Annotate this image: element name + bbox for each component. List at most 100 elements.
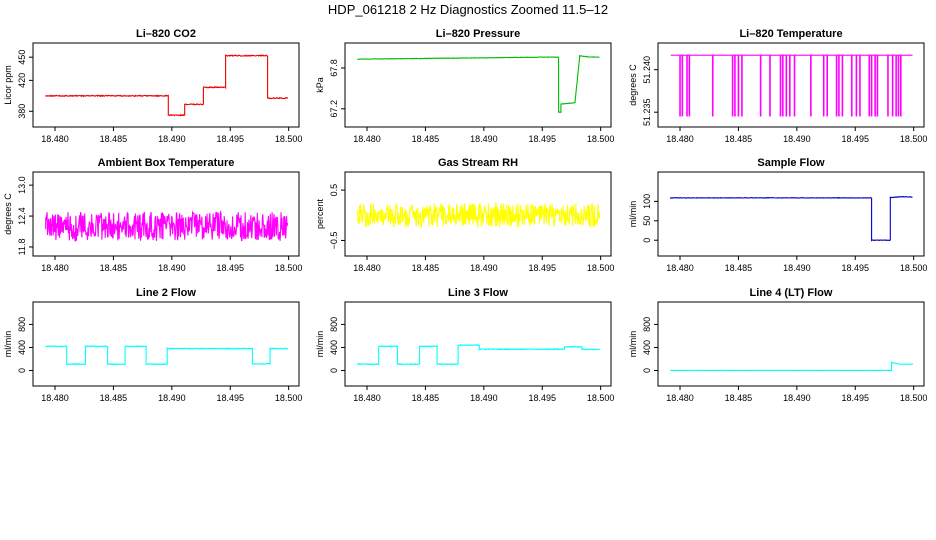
x-tick-label: 18.490	[783, 134, 811, 144]
y-axis-label: ml/min	[3, 331, 13, 358]
x-tick-label: 18.480	[41, 134, 69, 144]
x-tick-label: 18.500	[900, 134, 928, 144]
y-tick-label: 400	[329, 340, 339, 355]
x-tick-label: 18.495	[841, 263, 869, 273]
y-tick-label: 380	[17, 104, 27, 119]
x-tick-label: 18.480	[666, 393, 694, 403]
plot-frame	[657, 171, 925, 257]
y-axis-label: kPa	[315, 77, 325, 93]
y-tick-label: 800	[17, 317, 27, 332]
y-axis-label: ml/min	[628, 201, 638, 228]
y-tick-label: 13.0	[17, 176, 27, 194]
panel-title: Line 2 Flow	[136, 287, 196, 299]
x-tick-label: 18.490	[783, 393, 811, 403]
x-tick-label: 18.495	[216, 263, 244, 273]
plot-frame	[32, 171, 300, 257]
y-tick-label: 800	[642, 317, 652, 332]
x-tick-label: 18.485	[725, 263, 753, 273]
panels-grid: Li–820 CO2 Licor ppm 18.480 18.485 18.490 18.…	[3, 28, 927, 403]
x-tick-label: 18.500	[900, 393, 928, 403]
plot-frame	[344, 42, 612, 128]
plot-frame	[657, 42, 925, 128]
y-tick-label: 11.8	[17, 239, 27, 256]
panel-4: Ambient Box Temperature degrees C 18.480 18…	[3, 157, 302, 273]
x-tick-label: 18.480	[41, 393, 69, 403]
x-tick-label: 18.485	[412, 393, 440, 403]
y-tick-label: 51.235	[642, 98, 652, 126]
x-tick-label: 18.480	[666, 263, 694, 273]
y-axis-label: ml/min	[315, 331, 325, 358]
series-line	[45, 344, 289, 366]
panel-title: Li–820 Pressure	[436, 28, 520, 40]
x-tick-label: 18.490	[158, 393, 186, 403]
panel-2: Li–820 Pressure kPa 18.480 18.485 18.490 18.4…	[315, 28, 614, 144]
x-tick-label: 18.495	[528, 134, 556, 144]
panel-title: Li–820 Temperature	[739, 28, 842, 40]
plot-frame	[32, 301, 300, 387]
x-tick-label: 18.485	[725, 393, 753, 403]
x-tick-label: 18.485	[100, 134, 128, 144]
x-tick-label: 18.495	[216, 393, 244, 403]
x-tick-label: 18.485	[412, 263, 440, 273]
series-line	[45, 210, 289, 242]
y-tick-label: −0.5	[329, 232, 339, 250]
x-tick-label: 18.485	[100, 263, 128, 273]
figure-title: HDP_061218 2 Hz Diagnostics Zoomed 11.5–…	[328, 2, 608, 17]
y-axis-label: degrees C	[628, 64, 638, 106]
x-tick-label: 18.480	[666, 134, 694, 144]
x-tick-label: 18.500	[587, 134, 615, 144]
y-tick-label: 450	[17, 50, 27, 65]
x-tick-label: 18.495	[841, 134, 869, 144]
plot-frame	[344, 171, 612, 257]
y-tick-label: 0	[642, 368, 652, 373]
x-tick-label: 18.490	[783, 263, 811, 273]
y-tick-label: 420	[17, 73, 27, 88]
x-tick-label: 18.500	[587, 263, 615, 273]
y-tick-label: 50	[642, 216, 652, 226]
y-tick-label: 0	[642, 238, 652, 243]
y-tick-label: 67.2	[329, 100, 339, 118]
y-axis-label: percent	[315, 198, 325, 229]
plot-frame	[657, 301, 925, 387]
y-axis-label: degrees C	[3, 193, 13, 235]
y-tick-label: 400	[17, 340, 27, 355]
panel-5: Gas Stream RH percent 18.480 18.485 18.490 18…	[315, 157, 614, 273]
x-tick-label: 18.500	[275, 134, 303, 144]
y-tick-label: 0	[17, 368, 27, 373]
series-line	[670, 361, 914, 372]
series-line	[357, 54, 600, 114]
x-tick-label: 18.490	[470, 263, 498, 273]
x-tick-label: 18.485	[412, 134, 440, 144]
x-tick-label: 18.480	[353, 263, 381, 273]
x-tick-label: 18.490	[470, 393, 498, 403]
series-line	[45, 54, 289, 117]
y-tick-label: 51.240	[642, 56, 652, 84]
x-tick-label: 18.490	[158, 263, 186, 273]
x-tick-label: 18.495	[216, 134, 244, 144]
plot-frame	[344, 301, 612, 387]
x-tick-label: 18.495	[841, 393, 869, 403]
x-tick-label: 18.490	[158, 134, 186, 144]
x-tick-label: 18.480	[41, 263, 69, 273]
x-tick-label: 18.480	[353, 393, 381, 403]
panel-title: Gas Stream RH	[438, 157, 518, 169]
y-tick-label: 0	[329, 368, 339, 373]
y-axis-label: ml/min	[628, 331, 638, 358]
panel-8: Line 3 Flow ml/min 18.480 18.485 18.490 18.49…	[315, 287, 614, 403]
panel-7: Line 2 Flow ml/min 18.480 18.485 18.490 18.49…	[3, 287, 302, 403]
panel-title: Line 4 (LT) Flow	[750, 287, 833, 299]
y-tick-label: 100	[642, 194, 652, 209]
panel-6: Sample Flow ml/min 18.480 18.485 18.490 18.49…	[628, 157, 927, 273]
x-tick-label: 18.500	[587, 393, 615, 403]
y-tick-label: 400	[642, 340, 652, 355]
panel-1: Li–820 CO2 Licor ppm 18.480 18.485 18.490 18.…	[3, 28, 302, 144]
y-tick-label: 12.4	[17, 207, 27, 225]
plot-frame	[32, 42, 300, 128]
x-tick-label: 18.490	[470, 134, 498, 144]
x-tick-label: 18.485	[725, 134, 753, 144]
panel-9: Line 4 (LT) Flow ml/min 18.480 18.485 18.490…	[628, 287, 927, 403]
panel-title: Ambient Box Temperature	[98, 157, 235, 169]
panel-title: Line 3 Flow	[448, 287, 508, 299]
y-tick-label: 800	[329, 317, 339, 332]
